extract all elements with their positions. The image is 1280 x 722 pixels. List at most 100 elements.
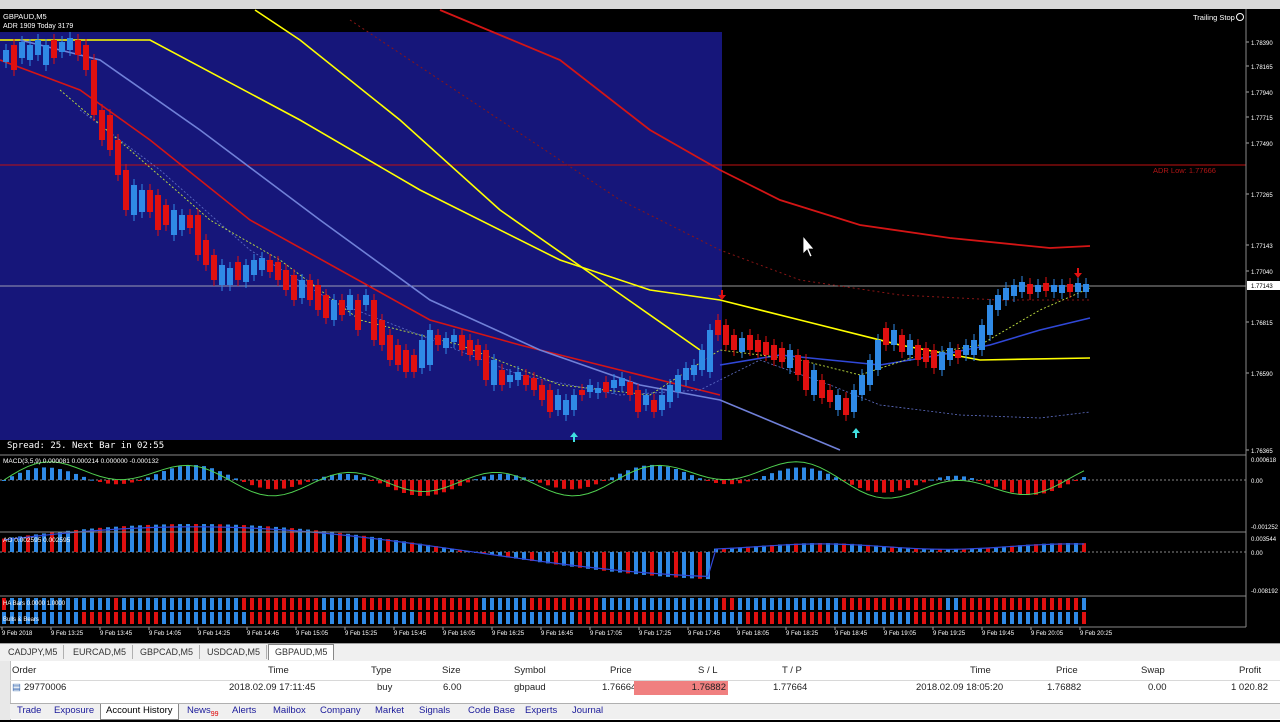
tab-signals[interactable]: Signals bbox=[419, 705, 451, 716]
macd-bar bbox=[866, 480, 870, 491]
candle-body bbox=[571, 395, 577, 410]
ao-bar bbox=[754, 546, 758, 552]
price-tick-label: 1.76590 bbox=[1251, 372, 1273, 378]
ao-bar bbox=[874, 545, 878, 552]
bulls-bears-bar bbox=[778, 612, 782, 624]
tab-trade[interactable]: Trade bbox=[17, 705, 42, 716]
bulls-bears-bar bbox=[818, 612, 822, 624]
tab-journal[interactable]: Journal bbox=[572, 705, 604, 716]
col-close-time[interactable]: Time bbox=[970, 665, 991, 676]
col-close-price[interactable]: Price bbox=[1056, 665, 1078, 676]
symbol-tab-cadjpy[interactable]: CADJPY,M5 bbox=[2, 645, 65, 659]
col-time[interactable]: Time bbox=[268, 665, 289, 676]
time-tick-label: 9 Feb 17:25 bbox=[639, 631, 672, 637]
ha-bar bbox=[162, 598, 166, 610]
bulls-bears-bar bbox=[626, 612, 630, 624]
trailing-stop-label[interactable]: Trailing Stop bbox=[1193, 13, 1235, 22]
col-price[interactable]: Price bbox=[610, 665, 632, 676]
symbol-tab-eurcad[interactable]: EURCAD,M5 bbox=[67, 645, 134, 659]
tab-company[interactable]: Company bbox=[320, 705, 361, 716]
ao-bar bbox=[434, 546, 438, 552]
candle-body bbox=[339, 300, 345, 315]
bulls-bears-bar bbox=[570, 612, 574, 624]
ao-bar bbox=[858, 544, 862, 552]
macd-bar bbox=[898, 480, 902, 491]
ha-bar bbox=[410, 598, 414, 610]
tab-code-base[interactable]: Code Base bbox=[468, 705, 516, 716]
ao-bar bbox=[834, 543, 838, 552]
ao-bar bbox=[330, 531, 334, 552]
time-tick-label: 9 Feb 15:25 bbox=[345, 631, 378, 637]
time-tick-label: 9 Feb 15:05 bbox=[296, 631, 329, 637]
col-size[interactable]: Size bbox=[442, 665, 461, 676]
ha-bar bbox=[970, 598, 974, 610]
macd-bar bbox=[978, 480, 982, 481]
bulls-bears-bar bbox=[114, 612, 118, 624]
ao-bar bbox=[178, 524, 182, 552]
table-row[interactable]: ▤ 29770006 2018.02.09 17:11:45 buy 6.00 … bbox=[10, 681, 1280, 695]
ha-bar bbox=[642, 598, 646, 610]
col-sl[interactable]: S / L bbox=[698, 665, 718, 676]
col-order[interactable]: Order bbox=[12, 665, 37, 676]
candle-body bbox=[859, 375, 865, 395]
bulls-bears-bar bbox=[826, 612, 830, 624]
col-type[interactable]: Type bbox=[371, 665, 392, 676]
chart-canvas[interactable]: 1.78390 1.78165 1.77940 1.77715 1.77490 1.772… bbox=[0, 0, 1280, 643]
tab-experts[interactable]: Experts bbox=[525, 705, 558, 716]
bulls-bears-bar bbox=[362, 612, 366, 624]
col-profit[interactable]: Profit bbox=[1239, 665, 1262, 676]
ao-bar bbox=[1058, 543, 1062, 552]
ha-bar bbox=[610, 598, 614, 610]
bulls-bears-bar bbox=[674, 612, 678, 624]
bulls-bears-bar bbox=[994, 612, 998, 624]
bulls-bears-bar bbox=[202, 612, 206, 624]
ao-bar bbox=[786, 543, 790, 552]
ha-bar bbox=[994, 598, 998, 610]
ha-bar bbox=[122, 598, 126, 610]
tab-alerts[interactable]: Alerts bbox=[232, 705, 257, 716]
ha-bar bbox=[810, 598, 814, 610]
ha-bar bbox=[682, 598, 686, 610]
col-swap[interactable]: Swap bbox=[1141, 665, 1165, 676]
symbol-tab-gbpaud[interactable]: GBPAUD,M5 bbox=[268, 644, 335, 660]
tab-mailbox[interactable]: Mailbox bbox=[273, 705, 306, 716]
ha-bar bbox=[82, 598, 86, 610]
candle-body bbox=[403, 350, 409, 372]
ao-bar bbox=[122, 526, 126, 552]
macd-bar bbox=[570, 480, 574, 490]
col-tp[interactable]: T / P bbox=[782, 665, 802, 676]
adr-info: ADR 1909 Today 3179 bbox=[3, 23, 73, 30]
ao-bar bbox=[970, 548, 974, 552]
ao-bar bbox=[482, 552, 486, 554]
ha-bar bbox=[866, 598, 870, 610]
trailing-stop-icon[interactable] bbox=[1236, 13, 1244, 21]
terminal-side-label bbox=[0, 661, 11, 720]
ao-bar bbox=[722, 548, 726, 552]
macd-bar bbox=[946, 476, 950, 480]
ha-bar bbox=[210, 598, 214, 610]
ao-bar bbox=[522, 552, 526, 560]
macd-bar bbox=[178, 466, 182, 480]
ha-bar bbox=[130, 598, 134, 610]
ha-bar bbox=[634, 598, 638, 610]
candle-body bbox=[835, 395, 841, 410]
candle-body bbox=[699, 350, 705, 370]
tab-exposure[interactable]: Exposure bbox=[54, 705, 95, 716]
ha-bar bbox=[906, 598, 910, 610]
candle-body bbox=[99, 110, 105, 140]
col-symbol[interactable]: Symbol bbox=[514, 665, 546, 676]
tab-account-history[interactable]: Account History bbox=[100, 704, 179, 720]
bulls-bears-bar bbox=[154, 612, 158, 624]
macd-bar bbox=[498, 473, 502, 480]
ha-bar bbox=[802, 598, 806, 610]
ao-bar bbox=[946, 548, 950, 552]
time-tick-label: 9 Feb 18:25 bbox=[786, 631, 819, 637]
candle-body bbox=[419, 340, 425, 368]
tab-market[interactable]: Market bbox=[375, 705, 405, 716]
ha-bar bbox=[954, 598, 958, 610]
symbol-tab-gbpcad[interactable]: GBPCAD,M5 bbox=[134, 645, 201, 659]
macd-axis-label: -0.001252 bbox=[1251, 525, 1279, 531]
symbol-tab-usdcad[interactable]: USDCAD,M5 bbox=[201, 645, 268, 659]
tab-news[interactable]: News99 bbox=[182, 704, 224, 718]
ao-bar bbox=[58, 531, 62, 552]
